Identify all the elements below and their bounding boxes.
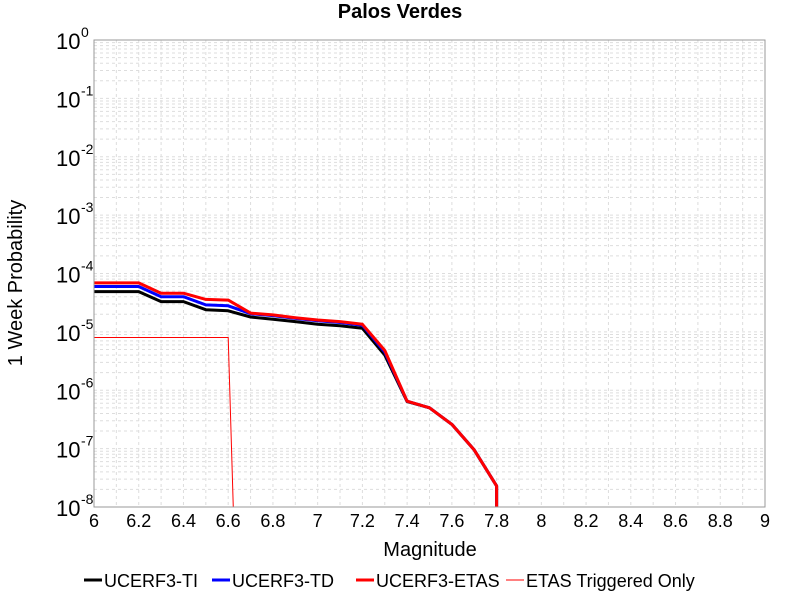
svg-text:10: 10 (56, 263, 80, 288)
legend-label: ETAS Triggered Only (526, 571, 695, 591)
legend-item: UCERF3-TD (212, 571, 334, 591)
x-tick-label: 9 (760, 511, 770, 531)
legend: UCERF3-TI UCERF3-TD UCERF3-ETAS ETAS Trigge… (84, 571, 695, 591)
svg-text:10: 10 (56, 496, 80, 521)
y-tick-label: 10 -6 (56, 374, 94, 404)
y-tick-label: 10 -2 (56, 141, 94, 171)
y-tick-label: 10 -7 (56, 433, 94, 463)
svg-text:-7: -7 (81, 433, 94, 449)
legend-item: ETAS Triggered Only (506, 571, 695, 591)
svg-text:-6: -6 (81, 374, 94, 390)
x-tick-label: 6.2 (126, 511, 151, 531)
x-tick-label: 6.8 (260, 511, 285, 531)
svg-text:10: 10 (56, 29, 80, 54)
svg-text:-3: -3 (81, 199, 94, 215)
x-tick-label: 8.2 (574, 511, 599, 531)
x-tick-label: 8 (536, 511, 546, 531)
x-tick-label: 7.6 (439, 511, 464, 531)
x-tick-label: 8.4 (618, 511, 643, 531)
y-tick-label: 10 0 (56, 24, 89, 54)
series-line-etas-triggered-only (94, 337, 234, 507)
svg-text:0: 0 (81, 24, 89, 40)
svg-text:-5: -5 (81, 316, 94, 332)
y-tick-label: 10 -3 (56, 199, 94, 229)
svg-text:-2: -2 (81, 141, 94, 157)
svg-text:10: 10 (56, 204, 80, 229)
x-tick-label: 7.4 (395, 511, 420, 531)
y-axis-label: 1 Week Probability (5, 200, 27, 366)
plot-border (93, 39, 766, 508)
svg-text:10: 10 (56, 379, 80, 404)
grid (93, 40, 766, 508)
svg-text:-1: -1 (81, 82, 94, 98)
x-tick-label: 8.6 (663, 511, 688, 531)
svg-text:10: 10 (56, 87, 80, 112)
x-tick-label: 6.6 (216, 511, 241, 531)
svg-text:10: 10 (56, 146, 80, 171)
legend-label: UCERF3-ETAS (376, 571, 500, 591)
x-tick-label: 6 (89, 511, 99, 531)
legend-item: UCERF3-ETAS (356, 571, 500, 591)
x-tick-label: 8.8 (708, 511, 733, 531)
y-tick-label: 10 -8 (56, 491, 94, 521)
legend-item: UCERF3-TI (84, 571, 198, 591)
series-line-ucerf3-etas (94, 281, 499, 507)
y-tick-label: 10 -1 (56, 82, 94, 112)
x-axis-label: Magnitude (383, 539, 476, 561)
x-tick-labels: 6 6.2 6.4 6.6 6.8 7 7.2 7.4 7.6 7.8 8 8.2 8.4 8.6 8.8 9 (89, 511, 770, 531)
chart-title: Palos Verdes (338, 1, 463, 23)
svg-text:10: 10 (56, 438, 80, 463)
svg-text:-4: -4 (81, 258, 94, 274)
x-tick-label: 7 (313, 511, 323, 531)
x-tick-label: 7.8 (484, 511, 509, 531)
legend-label: UCERF3-TI (104, 571, 198, 591)
y-tick-label: 10 -4 (56, 258, 94, 288)
y-tick-label: 10 -5 (56, 316, 94, 346)
series-layer (94, 281, 499, 507)
legend-label: UCERF3-TD (232, 571, 334, 591)
svg-text:-8: -8 (81, 491, 94, 507)
x-tick-label: 6.4 (171, 511, 196, 531)
x-tick-label: 7.2 (350, 511, 375, 531)
svg-text:10: 10 (56, 321, 80, 346)
